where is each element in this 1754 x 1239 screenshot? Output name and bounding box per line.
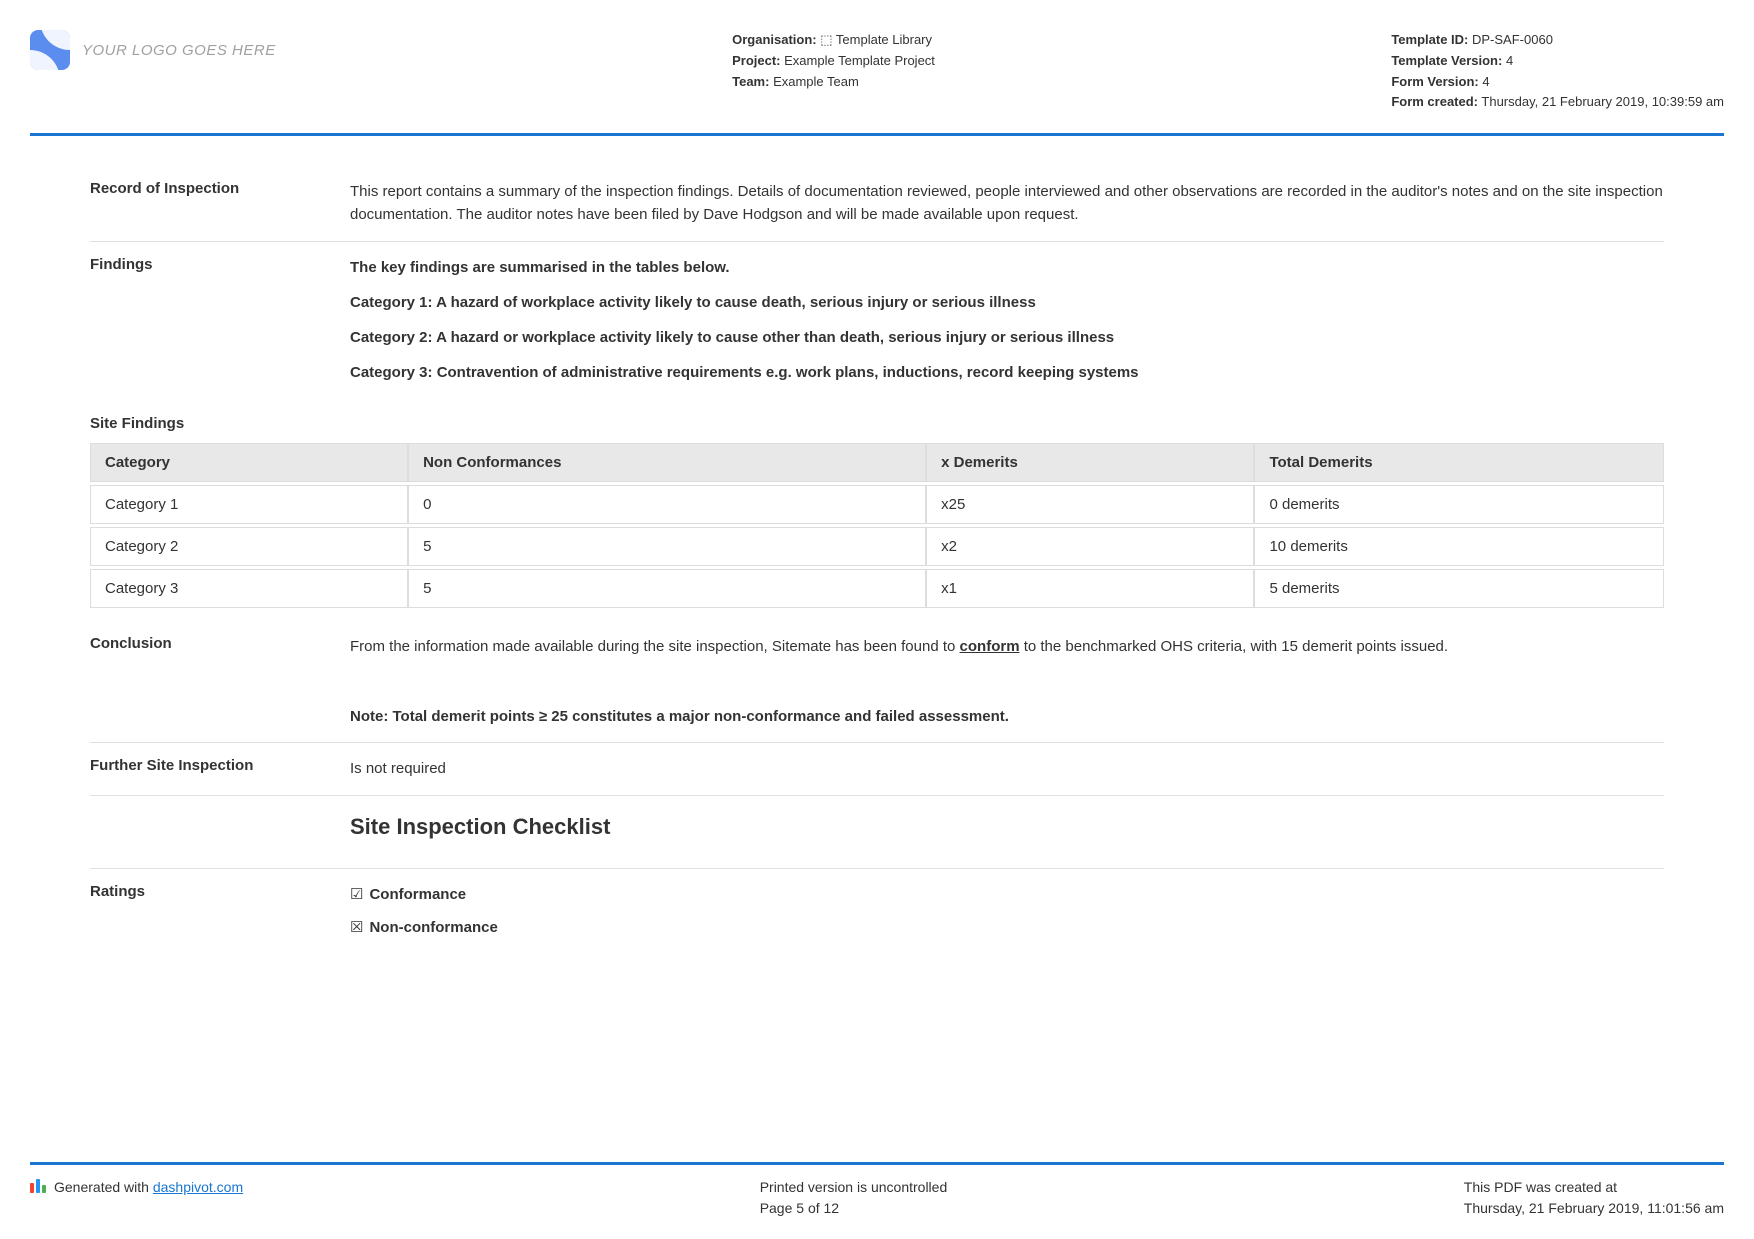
findings-intro: The key findings are summarised in the t…	[350, 256, 1664, 279]
cell-non-conformances: 0	[408, 485, 926, 524]
site-findings-table: Category Non Conformances x Demerits Tot…	[90, 440, 1664, 611]
form-version-label: Form Version:	[1391, 74, 1478, 89]
section-findings: Findings The key findings are summarised…	[90, 242, 1664, 399]
logo-area: YOUR LOGO GOES HERE	[30, 30, 276, 70]
form-version-value: 4	[1482, 74, 1489, 89]
cell-total: 10 demerits	[1254, 527, 1664, 566]
dashpivot-link[interactable]: dashpivot.com	[153, 1179, 243, 1195]
section-ratings: Ratings ☑ Conformance ☒ Non-conformance	[90, 869, 1664, 964]
team-value: Example Team	[773, 74, 859, 89]
table-row: Category 3 5 x1 5 demerits	[90, 569, 1664, 608]
project-label: Project:	[732, 53, 780, 68]
cell-total: 5 demerits	[1254, 569, 1664, 608]
checkbox-checked-icon: ☑	[350, 886, 363, 903]
printed-notice: Printed version is uncontrolled	[760, 1177, 948, 1198]
table-title: Site Findings	[30, 415, 1724, 432]
conclusion-label: Conclusion	[90, 635, 320, 729]
created-label: This PDF was created at	[1464, 1177, 1724, 1198]
section-record: Record of Inspection This report contain…	[90, 166, 1664, 242]
findings-label: Findings	[90, 256, 320, 385]
cell-non-conformances: 5	[408, 527, 926, 566]
findings-cat3: Category 3: Contravention of administrat…	[350, 361, 1664, 384]
document-footer: Generated with dashpivot.com Printed ver…	[30, 1162, 1724, 1219]
chart-bars-icon	[30, 1177, 46, 1193]
footer-center: Printed version is uncontrolled Page 5 o…	[760, 1177, 948, 1219]
footer-left: Generated with dashpivot.com	[30, 1177, 243, 1219]
table-header-row: Category Non Conformances x Demerits Tot…	[90, 443, 1664, 482]
page-number: Page 5 of 12	[760, 1198, 948, 1219]
logo-icon	[30, 30, 70, 70]
rating-nonconformance-text: Non-conformance	[369, 919, 497, 936]
th-x-demerits: x Demerits	[926, 443, 1254, 482]
findings-cat1: Category 1: A hazard of workplace activi…	[350, 291, 1664, 314]
findings-cat2: Category 2: A hazard or workplace activi…	[350, 326, 1664, 349]
template-id-value: DP-SAF-0060	[1472, 32, 1553, 47]
conclusion-note: Note: Total demerit points ≥ 25 constitu…	[350, 705, 1664, 728]
project-value: Example Template Project	[784, 53, 935, 68]
record-label: Record of Inspection	[90, 180, 320, 227]
document-body: Record of Inspection This report contain…	[30, 166, 1724, 399]
template-version-value: 4	[1506, 53, 1513, 68]
section-further-inspection: Further Site Inspection Is not required	[90, 743, 1664, 795]
organisation-value: ⬚ Template Library	[820, 32, 932, 47]
cell-x-demerits: x1	[926, 569, 1254, 608]
organisation-label: Organisation:	[732, 32, 817, 47]
cell-x-demerits: x25	[926, 485, 1254, 524]
rating-conformance-text: Conformance	[369, 886, 466, 903]
table-row: Category 2 5 x2 10 demerits	[90, 527, 1664, 566]
meta-left: Organisation: ⬚ Template Library Project…	[732, 30, 935, 92]
checkbox-x-icon: ☒	[350, 919, 363, 936]
template-id-label: Template ID:	[1391, 32, 1468, 47]
cell-total: 0 demerits	[1254, 485, 1664, 524]
th-total-demerits: Total Demerits	[1254, 443, 1664, 482]
cell-category: Category 3	[90, 569, 408, 608]
meta-right: Template ID: DP-SAF-0060 Template Versio…	[1391, 30, 1724, 113]
footer-right: This PDF was created at Thursday, 21 Feb…	[1464, 1177, 1724, 1219]
created-value: Thursday, 21 February 2019, 11:01:56 am	[1464, 1198, 1724, 1219]
conclusion-conform: conform	[960, 638, 1020, 655]
generated-prefix: Generated with	[54, 1179, 153, 1195]
th-category: Category	[90, 443, 408, 482]
cell-category: Category 2	[90, 527, 408, 566]
template-version-label: Template Version:	[1391, 53, 1502, 68]
record-body: This report contains a summary of the in…	[350, 180, 1664, 227]
checklist-title: Site Inspection Checklist	[350, 810, 1664, 844]
section-checklist-title: Site Inspection Checklist	[90, 796, 1664, 869]
document-header: YOUR LOGO GOES HERE Organisation: ⬚ Temp…	[30, 30, 1724, 136]
ratings-label: Ratings	[90, 883, 320, 950]
further-label: Further Site Inspection	[90, 757, 320, 780]
conclusion-body: From the information made available duri…	[350, 635, 1664, 658]
section-conclusion: Conclusion From the information made ava…	[90, 621, 1664, 744]
form-created-value: Thursday, 21 February 2019, 10:39:59 am	[1481, 94, 1724, 109]
table-row: Category 1 0 x25 0 demerits	[90, 485, 1664, 524]
team-label: Team:	[732, 74, 769, 89]
rating-conformance: ☑ Conformance	[350, 883, 1664, 906]
cell-category: Category 1	[90, 485, 408, 524]
cell-non-conformances: 5	[408, 569, 926, 608]
cell-x-demerits: x2	[926, 527, 1254, 566]
logo-placeholder-text: YOUR LOGO GOES HERE	[82, 42, 276, 59]
further-value: Is not required	[350, 757, 1664, 780]
form-created-label: Form created:	[1391, 94, 1478, 109]
th-non-conformances: Non Conformances	[408, 443, 926, 482]
rating-non-conformance: ☒ Non-conformance	[350, 916, 1664, 939]
